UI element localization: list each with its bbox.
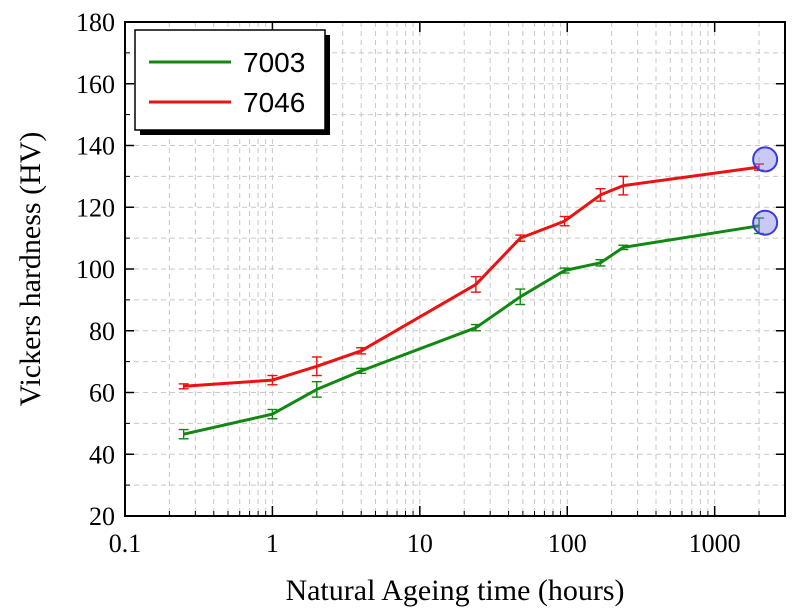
x-tick-label: 1000 [689, 529, 741, 558]
error-bar [515, 288, 526, 306]
x-axis-ticks: 0.1 1 10 100 1000 [109, 22, 760, 558]
error-bar [470, 276, 481, 293]
legend: 7003 7046 [134, 29, 330, 135]
y-tick-label: 80 [89, 317, 115, 346]
y-tick-label: 140 [76, 132, 115, 161]
error-bar [618, 175, 629, 196]
x-tick-label: 0.1 [109, 529, 142, 558]
legend-label-7046: 7046 [243, 87, 305, 118]
series-7003 [178, 217, 765, 440]
error-bar [311, 356, 322, 377]
y-tick-label: 20 [89, 502, 115, 531]
y-axis-label: Vickers hardness (HV) [14, 132, 47, 407]
plot-frame [124, 21, 786, 517]
error-bar [311, 380, 322, 398]
y-tick-label: 100 [76, 255, 115, 284]
highlight-marker [752, 209, 779, 236]
legend-label-7003: 7003 [243, 47, 305, 78]
error-bar [178, 383, 189, 390]
legend-box [134, 29, 326, 131]
y-tick-label: 40 [89, 440, 115, 469]
y-axis-ticks: 20 40 60 80 100 120 140 160 180 [76, 8, 785, 531]
error-bar [595, 188, 606, 202]
series-7046 [178, 163, 765, 390]
highlight-markers [752, 146, 779, 236]
y-tick-label: 160 [76, 70, 115, 99]
error-bar [618, 244, 629, 251]
highlight-marker [752, 146, 779, 173]
series-line-7046 [183, 165, 760, 388]
y-tick-label: 120 [76, 193, 115, 222]
error-bar [559, 267, 570, 274]
x-axis-label: Natural Ageing time (hours) [285, 574, 624, 607]
error-bar [356, 367, 367, 375]
x-tick-label: 1 [266, 529, 279, 558]
error-bar [470, 323, 481, 332]
error-bar [595, 259, 606, 267]
error-bar [515, 234, 526, 242]
x-tick-label: 10 [407, 529, 433, 558]
y-tick-label: 60 [89, 379, 115, 408]
error-bar [356, 347, 367, 355]
error-bar [267, 408, 278, 420]
y-tick-label: 180 [76, 8, 115, 37]
x-tick-label: 100 [548, 529, 587, 558]
series-layer [178, 163, 765, 440]
series-line-7003 [183, 224, 760, 436]
error-bar [178, 428, 189, 440]
error-bar [559, 215, 570, 227]
error-bar [267, 374, 278, 386]
